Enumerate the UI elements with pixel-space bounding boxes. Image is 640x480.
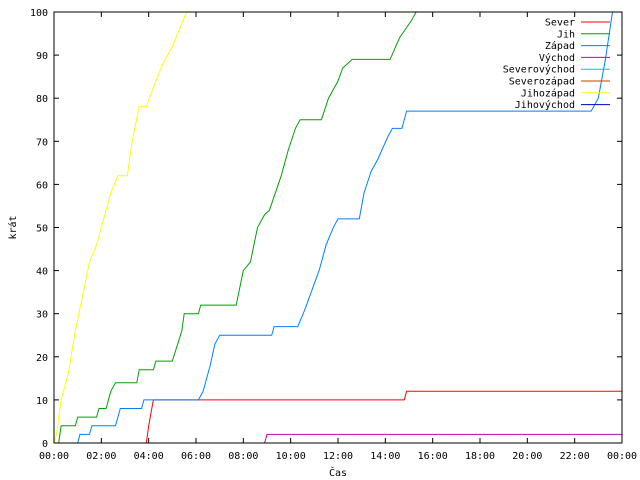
- y-tick-label: 20: [36, 353, 48, 364]
- y-tick-label: 30: [36, 310, 48, 321]
- y-tick-label: 90: [36, 51, 48, 62]
- x-tick-label: 04:00: [134, 451, 164, 462]
- legend: SeverJihZápadVýchodSeverovýchodSeverozáp…: [503, 18, 610, 111]
- y-tick-label: 80: [36, 94, 48, 105]
- x-tick-label: 14:00: [370, 451, 400, 462]
- legend-label: Severovýchod: [503, 64, 575, 76]
- x-tick-label: 00:00: [39, 451, 69, 462]
- y-tick-label: 70: [36, 137, 48, 148]
- legend-label: Severozápad: [509, 76, 575, 88]
- y-tick-label: 10: [36, 396, 48, 407]
- series-line-jih: [54, 12, 417, 443]
- series-layer: [54, 12, 622, 443]
- x-tick-label: 12:00: [323, 451, 353, 462]
- legend-label: Jihovýchod: [515, 99, 575, 111]
- legend-label: Jih: [557, 29, 575, 40]
- y-axis-label: krát: [7, 215, 19, 239]
- tick-layer: 0 10 20 30 40 50 60 70 80 90 100 00:00 02:00 04:00 06:…: [30, 8, 637, 462]
- legend-label: Východ: [539, 52, 575, 64]
- series-line-jihozápad: [54, 12, 187, 443]
- x-tick-label: 02:00: [86, 451, 116, 462]
- series-line-sever: [54, 390, 622, 443]
- x-tick-label: 00:00: [607, 451, 637, 462]
- legend-label: Jihozápad: [521, 87, 575, 99]
- x-tick-label: 16:00: [418, 451, 448, 462]
- y-tick-label: 0: [42, 439, 48, 450]
- y-tick-label: 60: [36, 180, 48, 191]
- x-axis-label: Čas: [329, 466, 347, 479]
- x-tick-label: 18:00: [465, 451, 495, 462]
- x-tick-label: 10:00: [276, 451, 306, 462]
- y-tick-label: 50: [36, 224, 48, 235]
- y-tick-label: 100: [30, 8, 48, 19]
- x-tick-label: 22:00: [560, 451, 590, 462]
- x-tick-label: 20:00: [512, 451, 542, 462]
- legend-label: Západ: [545, 40, 575, 52]
- legend-label: Sever: [545, 18, 575, 29]
- series-line-východ: [54, 433, 622, 443]
- y-tick-label: 40: [36, 267, 48, 278]
- x-tick-label: 06:00: [181, 451, 211, 462]
- x-tick-label: 08:00: [228, 451, 258, 462]
- series-line-západ: [54, 12, 613, 443]
